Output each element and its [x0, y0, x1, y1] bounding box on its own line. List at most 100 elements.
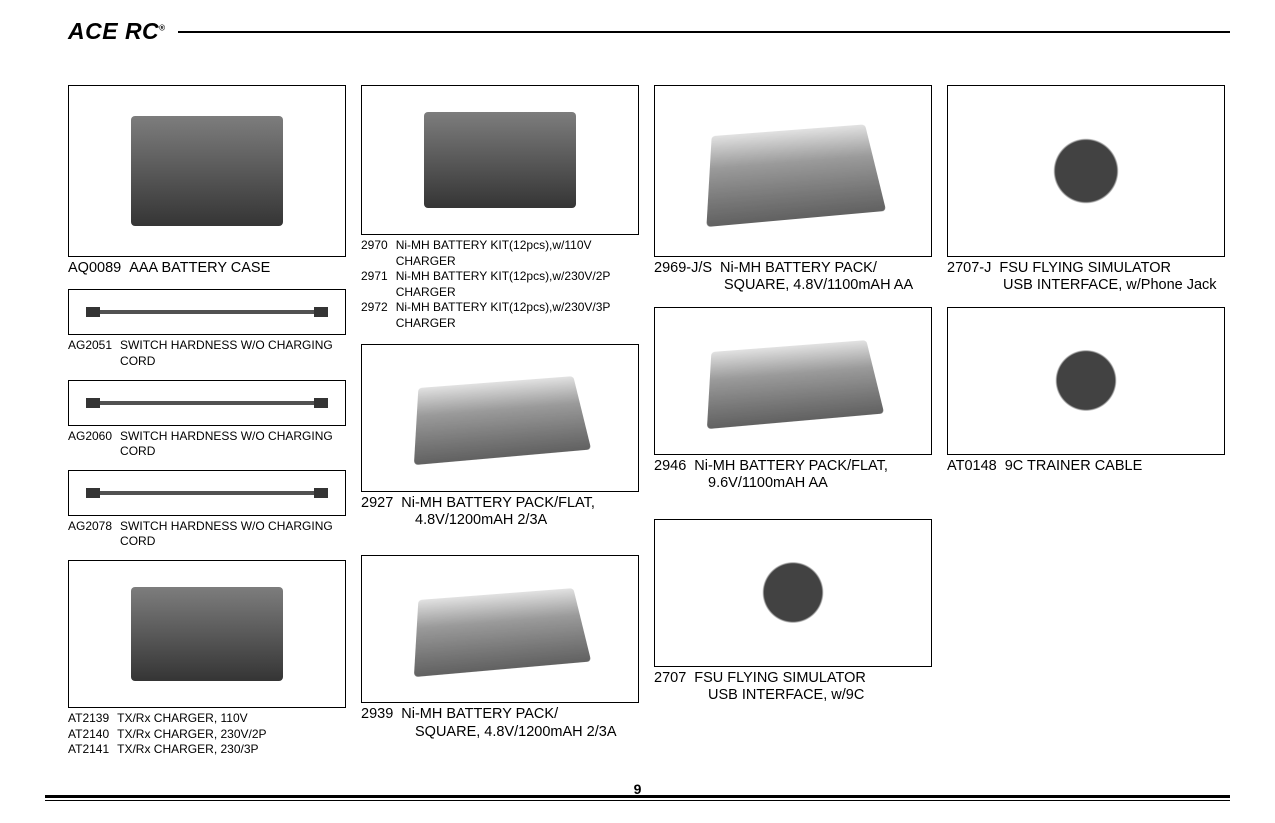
part-number: AQ0089 — [68, 260, 121, 277]
header-rule — [178, 31, 1230, 33]
caption-charger: AT2139 TX/Rx CHARGER, 110V AT2140 TX/Rx … — [68, 711, 346, 758]
product-2939: 2939 Ni-MH BATTERY PACK/ SQUARE, 4.8V/12… — [361, 555, 639, 741]
footer-rules: 9 — [45, 795, 1230, 801]
part-desc: TX/Rx CHARGER, 230V/2P — [117, 727, 346, 743]
caption-row: 2970 Ni-MH BATTERY KIT(12pcs),w/110V CHA… — [361, 238, 639, 269]
product-2969: 2969-J/S Ni-MH BATTERY PACK/ SQUARE, 4.8… — [654, 85, 932, 295]
caption-2927: 2927 Ni-MH BATTERY PACK/FLAT, — [361, 495, 639, 512]
product-image-icon — [707, 340, 884, 429]
product-image-icon — [1010, 103, 1162, 239]
caption-2939: 2939 Ni-MH BATTERY PACK/ — [361, 706, 639, 723]
part-desc-line2: SQUARE, 4.8V/1200mAH 2/3A — [415, 724, 639, 741]
part-desc: 9C TRAINER CABLE — [1005, 458, 1225, 475]
part-number: AG2078 — [68, 519, 112, 535]
image-2969 — [654, 85, 932, 257]
product-image-icon — [90, 491, 325, 495]
part-desc: Ni-MH BATTERY KIT(12pcs),w/110V CHARGER — [396, 238, 639, 269]
part-number: 2969-J/S — [654, 260, 712, 277]
part-desc: SWITCH HARDNESS W/O CHARGING CORD — [120, 519, 346, 550]
page-number: 9 — [45, 781, 1230, 797]
part-desc: Ni-MH BATTERY PACK/FLAT, — [401, 495, 639, 512]
brand-logo: ACE RC® — [68, 18, 166, 45]
product-image-icon — [90, 310, 325, 314]
part-number: AT2139 — [68, 711, 109, 727]
product-image-icon — [1010, 322, 1162, 439]
product-charger-set: AT2139 TX/Rx CHARGER, 110V AT2140 TX/Rx … — [68, 560, 346, 758]
column-2: 2970 Ni-MH BATTERY KIT(12pcs),w/110V CHA… — [361, 85, 639, 763]
brand-text: ACE RC — [68, 18, 159, 44]
image-2927 — [361, 344, 639, 492]
caption-row: AT2140 TX/Rx CHARGER, 230V/2P — [68, 727, 346, 743]
image-ag2060 — [68, 380, 346, 426]
part-desc-line2: 9.6V/1100mAH AA — [708, 475, 932, 492]
part-desc: TX/Rx CHARGER, 230/3P — [117, 742, 346, 758]
image-ag2078 — [68, 470, 346, 516]
part-desc-line2: USB INTERFACE, w/Phone Jack — [1003, 277, 1225, 294]
product-2946: 2946 Ni-MH BATTERY PACK/FLAT, 9.6V/1100m… — [654, 307, 932, 493]
part-desc: FSU FLYING SIMULATOR — [999, 260, 1225, 277]
caption-ag2078: AG2078 SWITCH HARDNESS W/O CHARGING CORD — [68, 519, 346, 550]
part-number: 2707 — [654, 670, 686, 687]
image-kit — [361, 85, 639, 235]
part-number: 2972 — [361, 300, 388, 316]
part-desc-line2: SQUARE, 4.8V/1100mAH AA — [724, 277, 932, 294]
part-number: AT2141 — [68, 742, 109, 758]
product-at0148: AT0148 9C TRAINER CABLE — [947, 307, 1225, 475]
part-desc: Ni-MH BATTERY KIT(12pcs),w/230V/2P CHARG… — [396, 269, 639, 300]
image-2939 — [361, 555, 639, 703]
product-ag2060: AG2060 SWITCH HARDNESS W/O CHARGING CORD — [68, 380, 346, 460]
product-2927: 2927 Ni-MH BATTERY PACK/FLAT, 4.8V/1200m… — [361, 344, 639, 530]
caption-aq0089: AQ0089 AAA BATTERY CASE — [68, 260, 346, 277]
column-4: 2707-J FSU FLYING SIMULATOR USB INTERFAC… — [947, 85, 1225, 763]
part-number: 2939 — [361, 706, 393, 723]
part-desc: FSU FLYING SIMULATOR — [694, 670, 932, 687]
registered-mark: ® — [159, 23, 165, 32]
caption-row: 2972 Ni-MH BATTERY KIT(12pcs),w/230V/3P … — [361, 300, 639, 331]
image-ag2051 — [68, 289, 346, 335]
caption-2707: 2707 FSU FLYING SIMULATOR — [654, 670, 932, 687]
part-number: 2946 — [654, 458, 686, 475]
part-number: AT2140 — [68, 727, 109, 743]
image-charger — [68, 560, 346, 708]
product-ag2051: AG2051 SWITCH HARDNESS W/O CHARGING CORD — [68, 289, 346, 369]
column-3: 2969-J/S Ni-MH BATTERY PACK/ SQUARE, 4.8… — [654, 85, 932, 763]
product-image-icon — [131, 587, 283, 682]
part-desc: Ni-MH BATTERY KIT(12pcs),w/230V/3P CHARG… — [396, 300, 639, 331]
product-2707: 2707 FSU FLYING SIMULATOR USB INTERFACE,… — [654, 519, 932, 705]
part-desc: Ni-MH BATTERY PACK/FLAT, — [694, 458, 932, 475]
part-number: AG2051 — [68, 338, 112, 354]
image-at0148 — [947, 307, 1225, 455]
part-number: AG2060 — [68, 429, 112, 445]
part-desc: Ni-MH BATTERY PACK/ — [720, 260, 932, 277]
part-desc: Ni-MH BATTERY PACK/ — [401, 706, 639, 723]
part-desc: TX/Rx CHARGER, 110V — [117, 711, 346, 727]
product-2707j: 2707-J FSU FLYING SIMULATOR USB INTERFAC… — [947, 85, 1225, 295]
column-1: AQ0089 AAA BATTERY CASE AG2051 SWITCH HA… — [68, 85, 346, 763]
part-desc-line2: 4.8V/1200mAH 2/3A — [415, 512, 639, 529]
image-2707j — [947, 85, 1225, 257]
image-2707 — [654, 519, 932, 667]
caption-row: AT2141 TX/Rx CHARGER, 230/3P — [68, 742, 346, 758]
caption-ag2051: AG2051 SWITCH HARDNESS W/O CHARGING CORD — [68, 338, 346, 369]
part-desc: AAA BATTERY CASE — [129, 260, 346, 277]
part-number: 2970 — [361, 238, 388, 254]
part-desc: SWITCH HARDNESS W/O CHARGING CORD — [120, 338, 346, 369]
product-image-icon — [717, 534, 869, 651]
caption-2969: 2969-J/S Ni-MH BATTERY PACK/ — [654, 260, 932, 277]
part-desc-line2: USB INTERFACE, w/9C — [708, 687, 932, 704]
caption-row: AT2139 TX/Rx CHARGER, 110V — [68, 711, 346, 727]
page-header: ACE RC® — [68, 18, 1230, 45]
caption-row: 2971 Ni-MH BATTERY KIT(12pcs),w/230V/2P … — [361, 269, 639, 300]
product-aq0089: AQ0089 AAA BATTERY CASE — [68, 85, 346, 277]
part-number: AT0148 — [947, 458, 997, 475]
part-number: 2927 — [361, 495, 393, 512]
image-2946 — [654, 307, 932, 455]
product-image-icon — [424, 112, 576, 208]
product-battery-kit: 2970 Ni-MH BATTERY KIT(12pcs),w/110V CHA… — [361, 85, 639, 332]
footer-rule-thin — [45, 800, 1230, 801]
caption-kit: 2970 Ni-MH BATTERY KIT(12pcs),w/110V CHA… — [361, 238, 639, 332]
product-image-icon — [131, 116, 283, 227]
part-number: 2971 — [361, 269, 388, 285]
caption-2946: 2946 Ni-MH BATTERY PACK/FLAT, — [654, 458, 932, 475]
part-desc: SWITCH HARDNESS W/O CHARGING CORD — [120, 429, 346, 460]
